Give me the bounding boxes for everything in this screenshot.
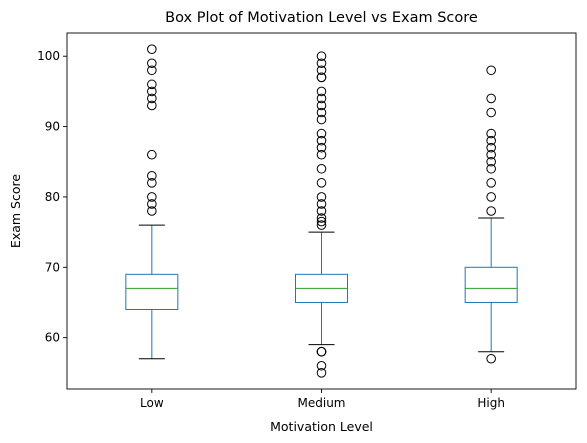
outlier-point [147, 65, 157, 76]
y-axis-label: Exam Score [8, 174, 23, 248]
outlier-point [316, 114, 327, 125]
outlier-point [316, 368, 327, 378]
outlier-point [316, 107, 327, 118]
outlier-point [316, 206, 327, 216]
y-tick-label: 70 [45, 260, 60, 274]
outlier-point [147, 178, 157, 188]
outlier-point [486, 206, 496, 216]
outlier-point [486, 353, 496, 364]
outlier-point [147, 93, 157, 104]
x-tick-label: Low [140, 396, 164, 410]
outlier-point [316, 149, 327, 160]
outlier-point [316, 142, 327, 153]
y-tick-label: 100 [37, 49, 60, 63]
outlier-point [316, 128, 327, 139]
y-tick-label: 80 [45, 190, 60, 204]
outlier-point [316, 93, 327, 104]
outlier-point [486, 135, 496, 146]
outlier-point [316, 199, 327, 209]
outlier-point [486, 93, 496, 104]
outlier-point [316, 163, 327, 174]
outlier-point [147, 192, 157, 202]
box-group-low [125, 44, 179, 360]
outlier-point [486, 163, 496, 174]
x-axis-label: Motivation Level [270, 419, 373, 434]
x-tick-label: Medium [298, 396, 346, 410]
outlier-point [486, 156, 496, 167]
box-iqr [464, 266, 518, 303]
outlier-point [147, 86, 157, 97]
outlier-point [316, 216, 327, 227]
outlier-point [316, 220, 327, 230]
outlier-point [486, 178, 496, 188]
outlier-point [147, 58, 157, 69]
outlier-point [486, 192, 496, 202]
outlier-point [316, 100, 327, 111]
outlier-point [486, 142, 496, 153]
outlier-point [316, 72, 327, 83]
outlier-point [147, 149, 157, 160]
outlier-point [486, 107, 496, 118]
outlier-point [147, 79, 157, 90]
box-group-high [464, 65, 518, 364]
outlier-point [316, 86, 327, 97]
box-group-medium [295, 51, 348, 378]
outlier-point [316, 360, 327, 371]
outlier-point [486, 128, 496, 139]
box-iqr [125, 273, 179, 310]
outlier-point [316, 65, 327, 76]
x-tick-label: High [477, 396, 505, 410]
outlier-point [316, 58, 327, 69]
y-tick-label: 60 [45, 331, 60, 345]
outlier-point [147, 206, 157, 216]
outlier-point [147, 100, 157, 111]
outlier-point [147, 199, 157, 209]
outlier-point [486, 65, 496, 76]
outlier-point [486, 149, 496, 160]
outlier-point [316, 346, 327, 357]
outlier-point [316, 135, 327, 146]
outlier-point [316, 178, 327, 188]
y-tick-label: 90 [45, 120, 60, 134]
outlier-point [147, 44, 157, 54]
outlier-point [316, 213, 327, 223]
outlier-point [147, 171, 157, 181]
chart-title: Box Plot of Motivation Level vs Exam Sco… [165, 10, 478, 26]
outlier-point [316, 51, 327, 62]
plot-area: 60 70 80 90 100 Low Medium High [37, 32, 577, 410]
outlier-point [316, 192, 327, 202]
